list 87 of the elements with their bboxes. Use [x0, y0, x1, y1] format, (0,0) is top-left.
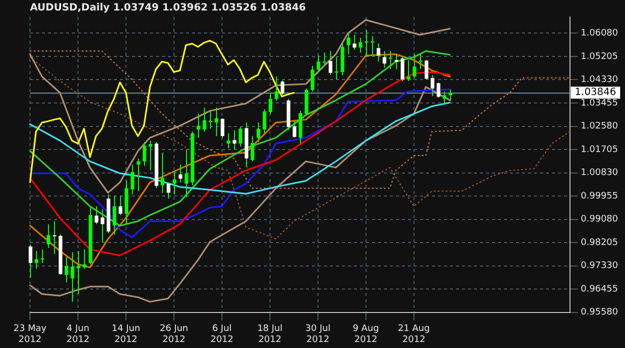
candlestick	[292, 120, 296, 138]
candlestick	[184, 149, 188, 198]
candlestick	[160, 152, 164, 194]
candlestick	[70, 252, 74, 302]
candlestick	[214, 107, 218, 137]
candlestick	[250, 136, 254, 162]
candlestick	[130, 164, 134, 195]
y-tick-label: 1.04330	[580, 75, 618, 86]
candlestick	[364, 30, 368, 58]
candlestick	[142, 141, 146, 166]
x-tick-label: 14 Jun 2012	[112, 324, 140, 345]
candlestick	[46, 224, 50, 249]
candlestick	[262, 108, 266, 134]
ref-line-label: 1.03846	[574, 87, 616, 98]
candlestick	[256, 122, 260, 142]
candlestick	[94, 206, 98, 225]
candlestick	[346, 32, 350, 55]
candlestick	[352, 34, 356, 50]
y-tick-label: 1.00830	[580, 168, 618, 178]
x-tick-label: 30 Jul 2012	[305, 324, 330, 345]
candlestick	[442, 90, 446, 104]
x-tick-label: 26 Jun 2012	[160, 324, 188, 345]
y-tick-label: 1.05205	[580, 52, 618, 62]
candlestick	[226, 132, 230, 149]
candlestick	[238, 126, 242, 147]
line-series	[30, 50, 570, 189]
candlestick	[178, 164, 182, 183]
candlestick	[412, 54, 416, 78]
x-tick-label: 18 Jul 2012	[257, 324, 282, 345]
candlestick	[172, 170, 176, 195]
candlestick	[166, 182, 170, 200]
candlestick	[304, 88, 308, 116]
candlestick	[118, 195, 122, 216]
candlestick	[220, 118, 224, 138]
candlestick	[316, 55, 320, 73]
candlestick	[388, 50, 392, 70]
x-tick-label: 4 Jun 2012	[66, 324, 90, 345]
candlestick	[328, 50, 332, 76]
candlestick	[424, 60, 428, 80]
candlestick	[358, 37, 362, 54]
x-tick-label: 21 Aug 2012	[398, 324, 430, 345]
candlestick	[202, 107, 206, 132]
candlestick	[64, 256, 68, 283]
x-tick-label: 6 Jul 2012	[210, 324, 234, 345]
candlestick	[382, 50, 386, 68]
y-tick-label: 0.95580	[580, 308, 618, 318]
candlestick	[334, 56, 338, 80]
candlestick	[136, 158, 140, 192]
y-tick-label: 1.01705	[580, 144, 618, 155]
candlestick	[370, 36, 374, 56]
candlestick	[376, 43, 380, 62]
candlestick	[430, 74, 434, 96]
candlestick	[232, 130, 236, 150]
y-tick-label: 1.03455	[580, 98, 618, 108]
candlestick	[28, 244, 32, 278]
candlestick	[76, 250, 80, 295]
candlestick	[406, 60, 410, 82]
candlestick	[436, 82, 440, 98]
candlestick	[196, 113, 200, 138]
y-tick-label: 0.96455	[580, 284, 618, 294]
candlestick	[268, 92, 272, 114]
y-tick-label: 0.97330	[580, 261, 618, 272]
y-tick-label: 0.99955	[580, 191, 618, 202]
candlestick	[418, 54, 422, 70]
candlestick	[280, 80, 284, 96]
candlestick	[394, 54, 398, 70]
candlestick	[400, 55, 404, 82]
x-tick-label: 9 Aug 2012	[352, 324, 379, 345]
y-tick-label: 0.99080	[580, 214, 618, 225]
candlestick	[208, 110, 212, 130]
line-series	[30, 56, 570, 240]
candlestick	[100, 208, 104, 242]
y-tick-label: 1.06080	[580, 28, 618, 39]
candlestick	[34, 250, 38, 270]
candlestick	[52, 220, 56, 254]
candlestick	[274, 76, 278, 101]
candlestick	[148, 140, 152, 171]
candlestick	[310, 65, 314, 92]
y-tick-label: 1.02580	[580, 122, 618, 132]
candlestick	[322, 52, 326, 66]
x-tick-label: 23 May 2012	[14, 324, 48, 345]
candlestick	[112, 195, 116, 235]
candlestick	[40, 248, 44, 264]
y-tick-label: 0.98205	[580, 238, 618, 248]
chart-title: AUDUSD,Daily 1.03749 1.03962 1.03526 1.03846	[30, 2, 306, 14]
candlestick	[448, 89, 452, 102]
candlestick	[82, 248, 86, 270]
